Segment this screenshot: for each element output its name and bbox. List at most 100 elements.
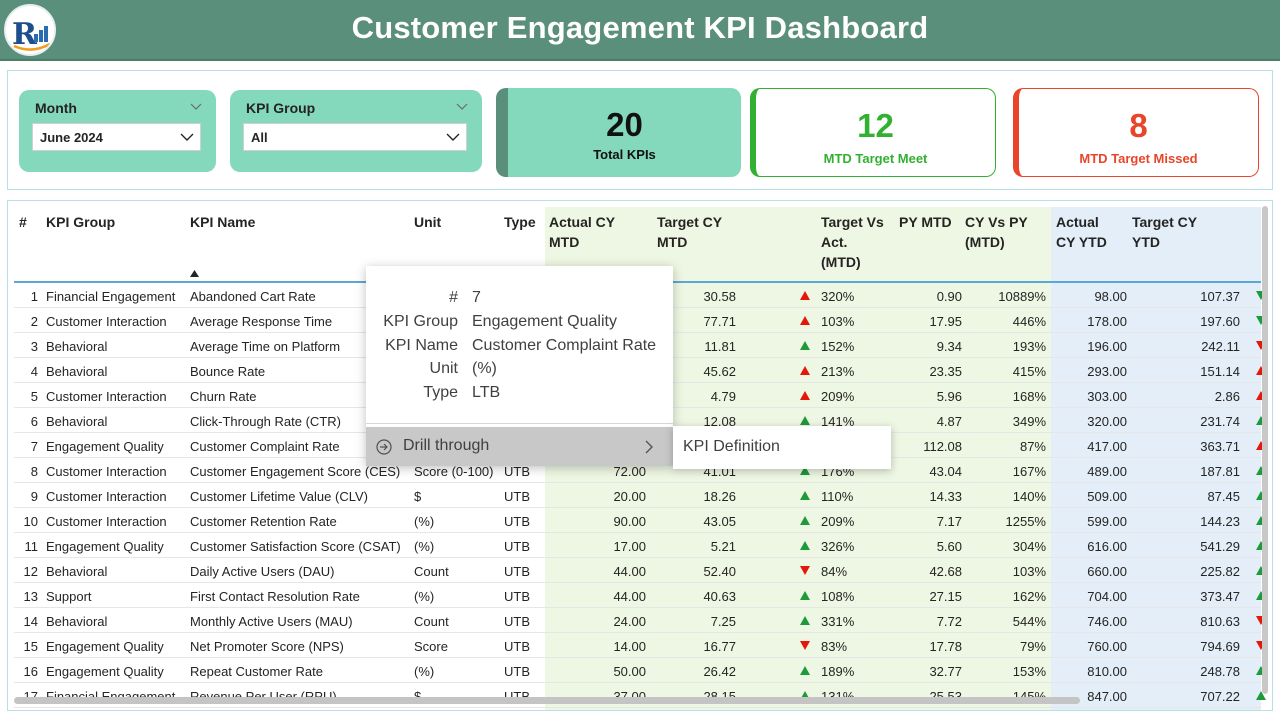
chevron-down-icon[interactable] — [446, 131, 460, 143]
col-header-actual-cy-ytd[interactable]: Actual CY YTD — [1056, 212, 1107, 252]
kpi-name-cell: Average Response Time — [190, 314, 333, 329]
tooltip-value: Customer Complaint Rate — [472, 337, 657, 354]
target-vs-actual-cell: 209% — [821, 514, 855, 529]
py-mtd-cell: 9.34 — [936, 339, 962, 354]
table-row[interactable]: 16 Engagement Quality Repeat Customer Rate… — [14, 658, 1266, 683]
drill-through-menu-item[interactable]: Drill through — [366, 427, 673, 466]
py-mtd-cell: 23.35 — [929, 364, 962, 379]
kpi-group-dropdown[interactable]: All — [243, 123, 467, 151]
kpi-name-cell: Customer Satisfaction Score (CSAT) — [190, 539, 401, 554]
page-title: Customer Engagement KPI Dashboard — [351, 10, 929, 45]
target-vs-actual-cell: 141% — [821, 414, 855, 429]
cy-vs-py-mtd-cell: 87% — [1019, 439, 1046, 454]
row-number: 10 — [23, 514, 38, 529]
kpi-group-cell: Behavioral — [46, 614, 108, 629]
kpi-name-cell: Churn Rate — [190, 389, 257, 404]
unit-cell: (%) — [414, 514, 435, 529]
py-mtd-cell: 112.08 — [923, 439, 962, 454]
table-row[interactable]: 13 Support First Contact Resolution Rate (%… — [14, 583, 1266, 608]
cy-vs-py-mtd-cell: 10889% — [998, 289, 1046, 304]
table-row[interactable]: 8 Customer Interaction Customer Engagement… — [14, 458, 1266, 483]
header-line: (MTD) — [821, 254, 861, 270]
kpi-group-cell: Support — [46, 589, 92, 604]
target-vs-actual-cell: 209% — [821, 389, 855, 404]
col-header-target-cy-ytd[interactable]: Target CY YTD — [1132, 212, 1197, 252]
month-dropdown[interactable]: June 2024 — [32, 123, 201, 151]
tooltip-key: KPI Name — [385, 337, 458, 354]
target-vs-actual-cell: 84% — [821, 564, 848, 579]
col-header-type[interactable]: Type — [504, 214, 536, 230]
kpi-group-cell: Engagement Quality — [46, 539, 164, 554]
cy-vs-py-mtd-cell: 349% — [1012, 414, 1046, 429]
mtd-status-triangle-up-icon — [800, 341, 810, 350]
mtd-status-triangle-up-icon — [800, 541, 810, 550]
row-number: 5 — [30, 389, 38, 404]
unit-cell: $ — [414, 489, 422, 504]
type-cell: UTB — [504, 614, 530, 629]
target-cy-ytd-cell: 225.82 — [1200, 564, 1240, 579]
kpi-group-slicer[interactable]: KPI Group All — [230, 90, 482, 172]
sort-ascending-icon[interactable] — [190, 270, 199, 277]
col-header-target-cy-mtd[interactable]: Target CY MTD — [657, 212, 722, 252]
target-vs-actual-cell: 213% — [821, 364, 855, 379]
table-row[interactable]: 14 Behavioral Monthly Active Users (MAU) Co… — [14, 608, 1266, 633]
kpi-group-slicer-label: KPI Group — [246, 100, 316, 116]
target-cy-mtd-cell: 7.25 — [710, 614, 736, 629]
col-header-py-mtd[interactable]: PY MTD — [899, 214, 952, 230]
col-header-cy-vs-py-mtd[interactable]: CY Vs PY (MTD) — [965, 212, 1028, 252]
kpi-group-cell: Customer Interaction — [46, 314, 167, 329]
table-row[interactable]: 11 Engagement Quality Customer Satisfactio… — [14, 533, 1266, 558]
unit-cell: (%) — [414, 664, 435, 679]
target-cy-mtd-cell: 52.40 — [703, 564, 736, 579]
actual-cy-ytd-cell: 616.00 — [1087, 539, 1127, 554]
actual-cy-mtd-cell: 44.00 — [613, 564, 646, 579]
actual-cy-ytd-cell: 320.00 — [1087, 414, 1127, 429]
table-row[interactable]: 15 Engagement Quality Net Promoter Score (… — [14, 633, 1266, 658]
col-header-kpi-name[interactable]: KPI Name — [190, 214, 256, 230]
tooltip-key: KPI Group — [383, 313, 458, 330]
col-header-num[interactable]: # — [19, 214, 27, 230]
table-row[interactable]: 12 Behavioral Daily Active Users (DAU) Coun… — [14, 558, 1266, 583]
kpi-group-cell: Behavioral — [46, 564, 108, 579]
table-row[interactable]: 9 Customer Interaction Customer Lifetime V… — [14, 483, 1266, 508]
header-line: Target CY — [1132, 214, 1198, 230]
chevron-down-icon[interactable] — [456, 100, 468, 112]
target-cy-mtd-cell: 30.58 — [703, 289, 736, 304]
row-number: 15 — [23, 639, 38, 654]
actual-cy-ytd-cell: 746.00 — [1087, 614, 1127, 629]
mtd-target-meet-label: MTD Target Meet — [823, 151, 928, 166]
col-header-unit[interactable]: Unit — [414, 214, 442, 230]
chevron-down-icon[interactable] — [190, 100, 202, 112]
actual-cy-mtd-cell: 44.00 — [613, 589, 646, 604]
table-row[interactable]: 17Financial EngagementRevenue Per User (… — [14, 683, 1266, 708]
target-cy-ytd-cell: 248.78 — [1200, 664, 1240, 679]
mtd-status-triangle-up-icon — [800, 666, 810, 675]
target-cy-mtd-cell: 5.21 — [710, 539, 736, 554]
py-mtd-cell: 0.90 — [936, 289, 962, 304]
mtd-target-missed-card: 8 MTD Target Missed — [1013, 88, 1259, 177]
actual-cy-ytd-cell: 293.00 — [1087, 364, 1127, 379]
target-cy-ytd-cell: 794.69 — [1200, 639, 1240, 654]
target-cy-mtd-cell: 40.63 — [703, 589, 736, 604]
header-line: Actual CY — [549, 214, 616, 230]
col-header-target-vs-actual-mtd[interactable]: Target Vs Act. (MTD) — [821, 212, 884, 272]
row-tooltip: # 7 KPI Group Engagement Quality KPI Nam… — [366, 266, 673, 466]
col-header-actual-cy-mtd[interactable]: Actual CY MTD — [549, 212, 615, 252]
month-slicer[interactable]: Month June 2024 — [19, 90, 216, 172]
table-row[interactable]: 10 Customer Interaction Customer Retention… — [14, 508, 1266, 533]
kpi-name-cell: Click-Through Rate (CTR) — [190, 414, 341, 429]
col-header-kpi-group[interactable]: KPI Group — [46, 214, 116, 230]
type-cell: UTB — [504, 564, 530, 579]
kpi-definition-menu-item[interactable]: KPI Definition — [673, 426, 891, 469]
header-line: CY Vs PY — [965, 214, 1028, 230]
horizontal-scrollbar[interactable] — [14, 697, 1080, 704]
type-cell: UTB — [504, 514, 530, 529]
kpi-group-cell: Customer Interaction — [46, 464, 167, 479]
tooltip-key: Type — [423, 384, 458, 401]
mtd-status-triangle-up-icon — [800, 391, 810, 400]
unit-cell: $ — [414, 689, 421, 704]
chevron-down-icon[interactable] — [180, 131, 194, 143]
row-number: 4 — [30, 364, 38, 379]
vertical-scrollbar[interactable] — [1262, 206, 1268, 694]
tooltip-divider — [366, 423, 673, 424]
